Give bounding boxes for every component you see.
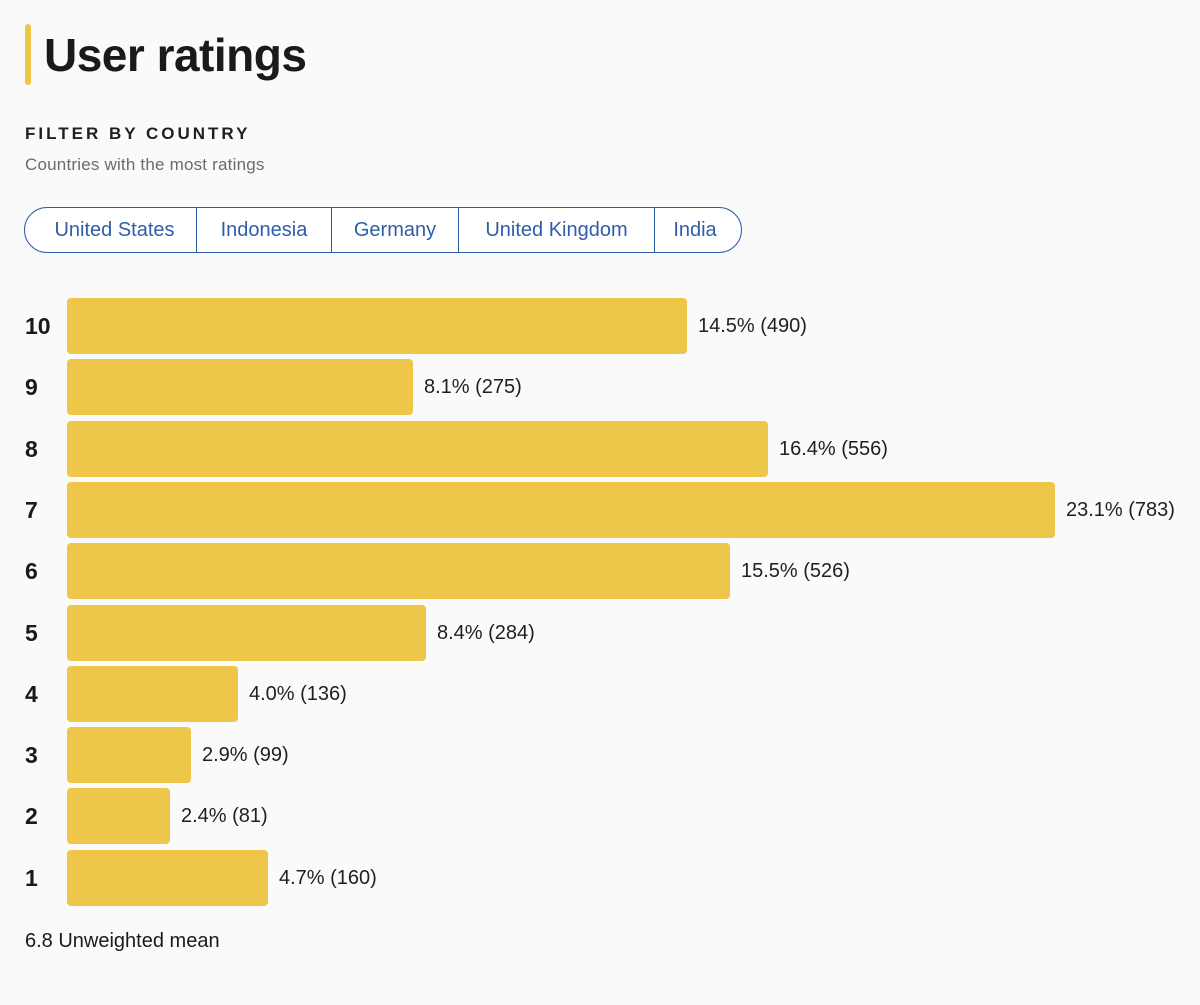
rating-bar-3 bbox=[67, 727, 191, 783]
rating-label-6: 6 bbox=[25, 558, 38, 584]
rating-value-6: 15.5% (526) bbox=[741, 560, 850, 582]
rating-bar-10 bbox=[67, 298, 687, 354]
rating-bar-6 bbox=[67, 543, 730, 599]
rating-bar-5 bbox=[67, 605, 426, 661]
rating-label-3: 3 bbox=[25, 742, 38, 768]
rating-value-9: 8.1% (275) bbox=[424, 376, 522, 398]
rating-value-8: 16.4% (556) bbox=[779, 438, 888, 460]
rating-value-3: 2.9% (99) bbox=[202, 744, 289, 766]
rating-value-2: 2.4% (81) bbox=[181, 805, 268, 827]
rating-label-8: 8 bbox=[25, 436, 38, 462]
country-chip-united-kingdom[interactable]: United Kingdom bbox=[459, 208, 655, 252]
rating-bar-9 bbox=[67, 359, 413, 415]
title-accent-bar bbox=[25, 24, 31, 85]
rating-bar-2 bbox=[67, 788, 170, 844]
rating-bar-1 bbox=[67, 850, 268, 906]
rating-bar-7 bbox=[67, 482, 1055, 538]
rating-label-4: 4 bbox=[25, 681, 38, 707]
rating-bar-8 bbox=[67, 421, 768, 477]
country-chip-indonesia[interactable]: Indonesia bbox=[197, 208, 332, 252]
rating-value-1: 4.7% (160) bbox=[279, 867, 377, 889]
country-chip-india[interactable]: India bbox=[673, 218, 717, 241]
rating-value-4: 4.0% (136) bbox=[249, 683, 347, 705]
rating-label-2: 2 bbox=[25, 803, 38, 829]
rating-label-7: 7 bbox=[25, 497, 38, 523]
filter-heading: FILTER BY COUNTRY bbox=[25, 124, 251, 143]
filter-subtitle: Countries with the most ratings bbox=[25, 155, 265, 174]
country-filter-group: United States Indonesia Germany United K… bbox=[24, 207, 742, 253]
rating-bar-4 bbox=[67, 666, 238, 722]
rating-label-5: 5 bbox=[25, 620, 38, 646]
rating-value-5: 8.4% (284) bbox=[437, 622, 535, 644]
rating-label-10: 10 bbox=[25, 313, 51, 339]
country-chip-united-states[interactable]: United States bbox=[25, 208, 197, 252]
country-chip-germany[interactable]: Germany bbox=[332, 208, 459, 252]
rating-value-7: 23.1% (783) bbox=[1066, 499, 1175, 521]
unweighted-mean-label: 6.8 Unweighted mean bbox=[25, 930, 220, 952]
page-title-block: User ratings bbox=[25, 24, 307, 85]
rating-label-9: 9 bbox=[25, 374, 38, 400]
page-title: User ratings bbox=[44, 28, 307, 81]
rating-value-10: 14.5% (490) bbox=[698, 315, 807, 337]
rating-label-1: 1 bbox=[25, 865, 38, 891]
